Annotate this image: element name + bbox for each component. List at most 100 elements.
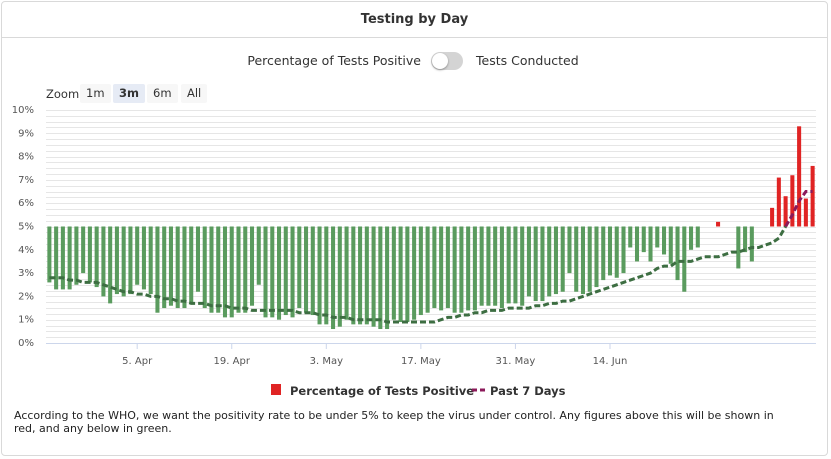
- bar[interactable]: [277, 226, 282, 320]
- bar[interactable]: [297, 226, 302, 309]
- bar[interactable]: [628, 226, 633, 248]
- bar[interactable]: [60, 226, 65, 290]
- bar[interactable]: [256, 226, 261, 285]
- bar[interactable]: [587, 226, 592, 292]
- zoom-3m-button[interactable]: 3m: [113, 84, 145, 103]
- bar[interactable]: [533, 226, 538, 302]
- bar[interactable]: [385, 226, 390, 330]
- bar[interactable]: [580, 226, 585, 295]
- bar[interactable]: [736, 226, 741, 269]
- bar[interactable]: [472, 226, 477, 311]
- bar[interactable]: [790, 175, 795, 227]
- bar[interactable]: [668, 226, 673, 264]
- bar[interactable]: [148, 226, 153, 295]
- bar[interactable]: [344, 226, 349, 320]
- bar[interactable]: [304, 226, 309, 313]
- bar[interactable]: [662, 226, 667, 255]
- zoom-1m-button[interactable]: 1m: [80, 84, 111, 103]
- bar[interactable]: [513, 226, 518, 304]
- bar[interactable]: [776, 177, 781, 227]
- bar[interactable]: [466, 226, 471, 311]
- bar[interactable]: [810, 165, 815, 227]
- bar[interactable]: [445, 226, 450, 309]
- bar[interactable]: [675, 226, 680, 281]
- bar[interactable]: [209, 226, 214, 313]
- bar[interactable]: [560, 226, 565, 292]
- bar[interactable]: [506, 226, 511, 304]
- bar[interactable]: [486, 226, 491, 306]
- bar[interactable]: [432, 226, 437, 309]
- bar[interactable]: [202, 226, 207, 309]
- bar[interactable]: [621, 226, 626, 274]
- bar[interactable]: [371, 226, 376, 327]
- bar[interactable]: [141, 226, 146, 290]
- bar[interactable]: [540, 226, 545, 302]
- bar[interactable]: [263, 226, 268, 318]
- bar[interactable]: [405, 226, 410, 323]
- bar[interactable]: [574, 226, 579, 292]
- bar[interactable]: [222, 226, 228, 318]
- bar[interactable]: [168, 226, 173, 306]
- bar[interactable]: [155, 226, 160, 313]
- bar[interactable]: [216, 226, 221, 313]
- bar[interactable]: [607, 226, 613, 276]
- bar[interactable]: [770, 207, 775, 227]
- bar[interactable]: [135, 226, 140, 285]
- bar[interactable]: [716, 221, 721, 227]
- toggle-label-positive[interactable]: Percentage of Tests Positive: [247, 53, 421, 68]
- bar[interactable]: [567, 226, 572, 274]
- bar[interactable]: [195, 226, 200, 292]
- bar[interactable]: [547, 226, 552, 297]
- average-line-below[interactable]: [49, 225, 787, 324]
- bar[interactable]: [553, 226, 558, 295]
- bar[interactable]: [351, 226, 356, 325]
- bar[interactable]: [290, 226, 295, 318]
- bar[interactable]: [641, 226, 646, 253]
- bar[interactable]: [189, 226, 194, 304]
- bar[interactable]: [162, 226, 167, 309]
- bar[interactable]: [418, 226, 423, 316]
- bar[interactable]: [439, 226, 444, 311]
- bar[interactable]: [324, 226, 329, 325]
- bar[interactable]: [648, 226, 653, 262]
- bar[interactable]: [425, 226, 430, 313]
- bar[interactable]: [493, 226, 498, 306]
- bar[interactable]: [634, 226, 640, 262]
- bar[interactable]: [459, 226, 464, 313]
- bar[interactable]: [74, 226, 79, 285]
- bar[interactable]: [121, 226, 126, 297]
- bar[interactable]: [499, 226, 504, 309]
- bar[interactable]: [364, 226, 369, 325]
- bar[interactable]: [398, 226, 403, 323]
- bar[interactable]: [520, 226, 525, 306]
- toggle-label-tests[interactable]: Tests Conducted: [476, 53, 579, 68]
- bar[interactable]: [743, 226, 748, 253]
- bar[interactable]: [803, 198, 808, 227]
- bar[interactable]: [236, 226, 241, 313]
- bar[interactable]: [614, 226, 619, 278]
- average-line-above[interactable]: [784, 190, 813, 228]
- bar[interactable]: [479, 226, 484, 306]
- bar[interactable]: [108, 226, 113, 304]
- bar[interactable]: [412, 226, 417, 320]
- bar[interactable]: [243, 226, 248, 313]
- bar[interactable]: [695, 226, 700, 248]
- bar[interactable]: [182, 226, 187, 309]
- bar[interactable]: [797, 126, 802, 227]
- bar[interactable]: [594, 226, 599, 288]
- bar[interactable]: [249, 226, 255, 306]
- bar[interactable]: [358, 226, 363, 325]
- bar[interactable]: [601, 226, 606, 281]
- metric-toggle-switch[interactable]: [431, 52, 463, 70]
- bar[interactable]: [526, 226, 531, 297]
- bar[interactable]: [67, 226, 72, 290]
- bar[interactable]: [378, 226, 383, 330]
- bar[interactable]: [689, 226, 694, 250]
- bar[interactable]: [54, 226, 59, 290]
- bar[interactable]: [101, 226, 106, 297]
- bar[interactable]: [47, 226, 52, 283]
- legend-positive-label[interactable]: Percentage of Tests Positive: [290, 384, 474, 398]
- bar[interactable]: [337, 226, 342, 327]
- bar[interactable]: [783, 196, 788, 227]
- bar[interactable]: [310, 226, 315, 316]
